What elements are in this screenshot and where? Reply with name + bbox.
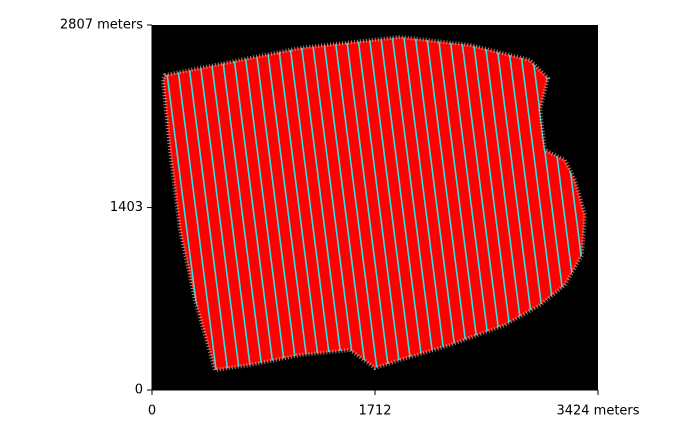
x-tick-label: 0 [148, 404, 156, 419]
track-line [348, 37, 398, 370]
boundary-speckle [160, 34, 588, 373]
track-line [604, 30, 649, 385]
track-line [448, 37, 495, 370]
y-tick-label: 1403 [110, 200, 143, 215]
track-line [383, 37, 432, 370]
y-tick-label: 2807 meters [60, 18, 143, 33]
track-line [229, 37, 277, 370]
track-line [310, 37, 357, 370]
track-line [275, 37, 323, 370]
track-line [356, 37, 403, 370]
track-line [287, 37, 334, 370]
track-line [615, 30, 660, 385]
track-line [256, 37, 306, 370]
track-line [394, 37, 444, 370]
track-line [222, 37, 271, 370]
track-line [367, 37, 415, 370]
track-line [452, 37, 501, 370]
track-line [402, 37, 449, 370]
track-line [291, 37, 340, 370]
track-line [233, 37, 283, 370]
track-line [325, 37, 375, 370]
track-line [206, 37, 254, 370]
track-line [252, 37, 300, 370]
track-line [183, 37, 231, 370]
track-line [279, 37, 329, 370]
track-line [298, 37, 346, 370]
track-line [241, 37, 288, 370]
track-line [321, 37, 369, 370]
track-line [459, 37, 507, 370]
track-line [218, 37, 265, 370]
track-line [302, 37, 352, 370]
track-line [610, 30, 655, 385]
track-line [187, 37, 237, 370]
track-line [429, 37, 478, 370]
track-line [379, 37, 426, 370]
track-line [314, 37, 363, 370]
track-line [425, 37, 472, 370]
track-line [210, 37, 260, 370]
track-line [195, 37, 242, 370]
track-line [360, 37, 409, 370]
track-line [436, 37, 484, 370]
y-tick-label: 0 [135, 383, 143, 398]
track-line [406, 37, 455, 370]
track-line [417, 37, 467, 370]
x-tick-label: 3424 meters [556, 404, 639, 419]
track-line [176, 37, 225, 370]
track-line [413, 37, 461, 370]
track-line [268, 37, 317, 370]
track-line [172, 37, 219, 370]
track-line [333, 37, 380, 370]
track-line [337, 37, 386, 370]
x-tick-label: 1712 [358, 404, 391, 419]
track-line [592, 30, 637, 385]
track-line [371, 37, 421, 370]
track-line [599, 30, 644, 385]
track-line [440, 37, 490, 370]
track-line [199, 37, 248, 370]
track-line [390, 37, 438, 370]
track-line [264, 37, 311, 370]
track-line [344, 37, 392, 370]
track-line [245, 37, 294, 370]
